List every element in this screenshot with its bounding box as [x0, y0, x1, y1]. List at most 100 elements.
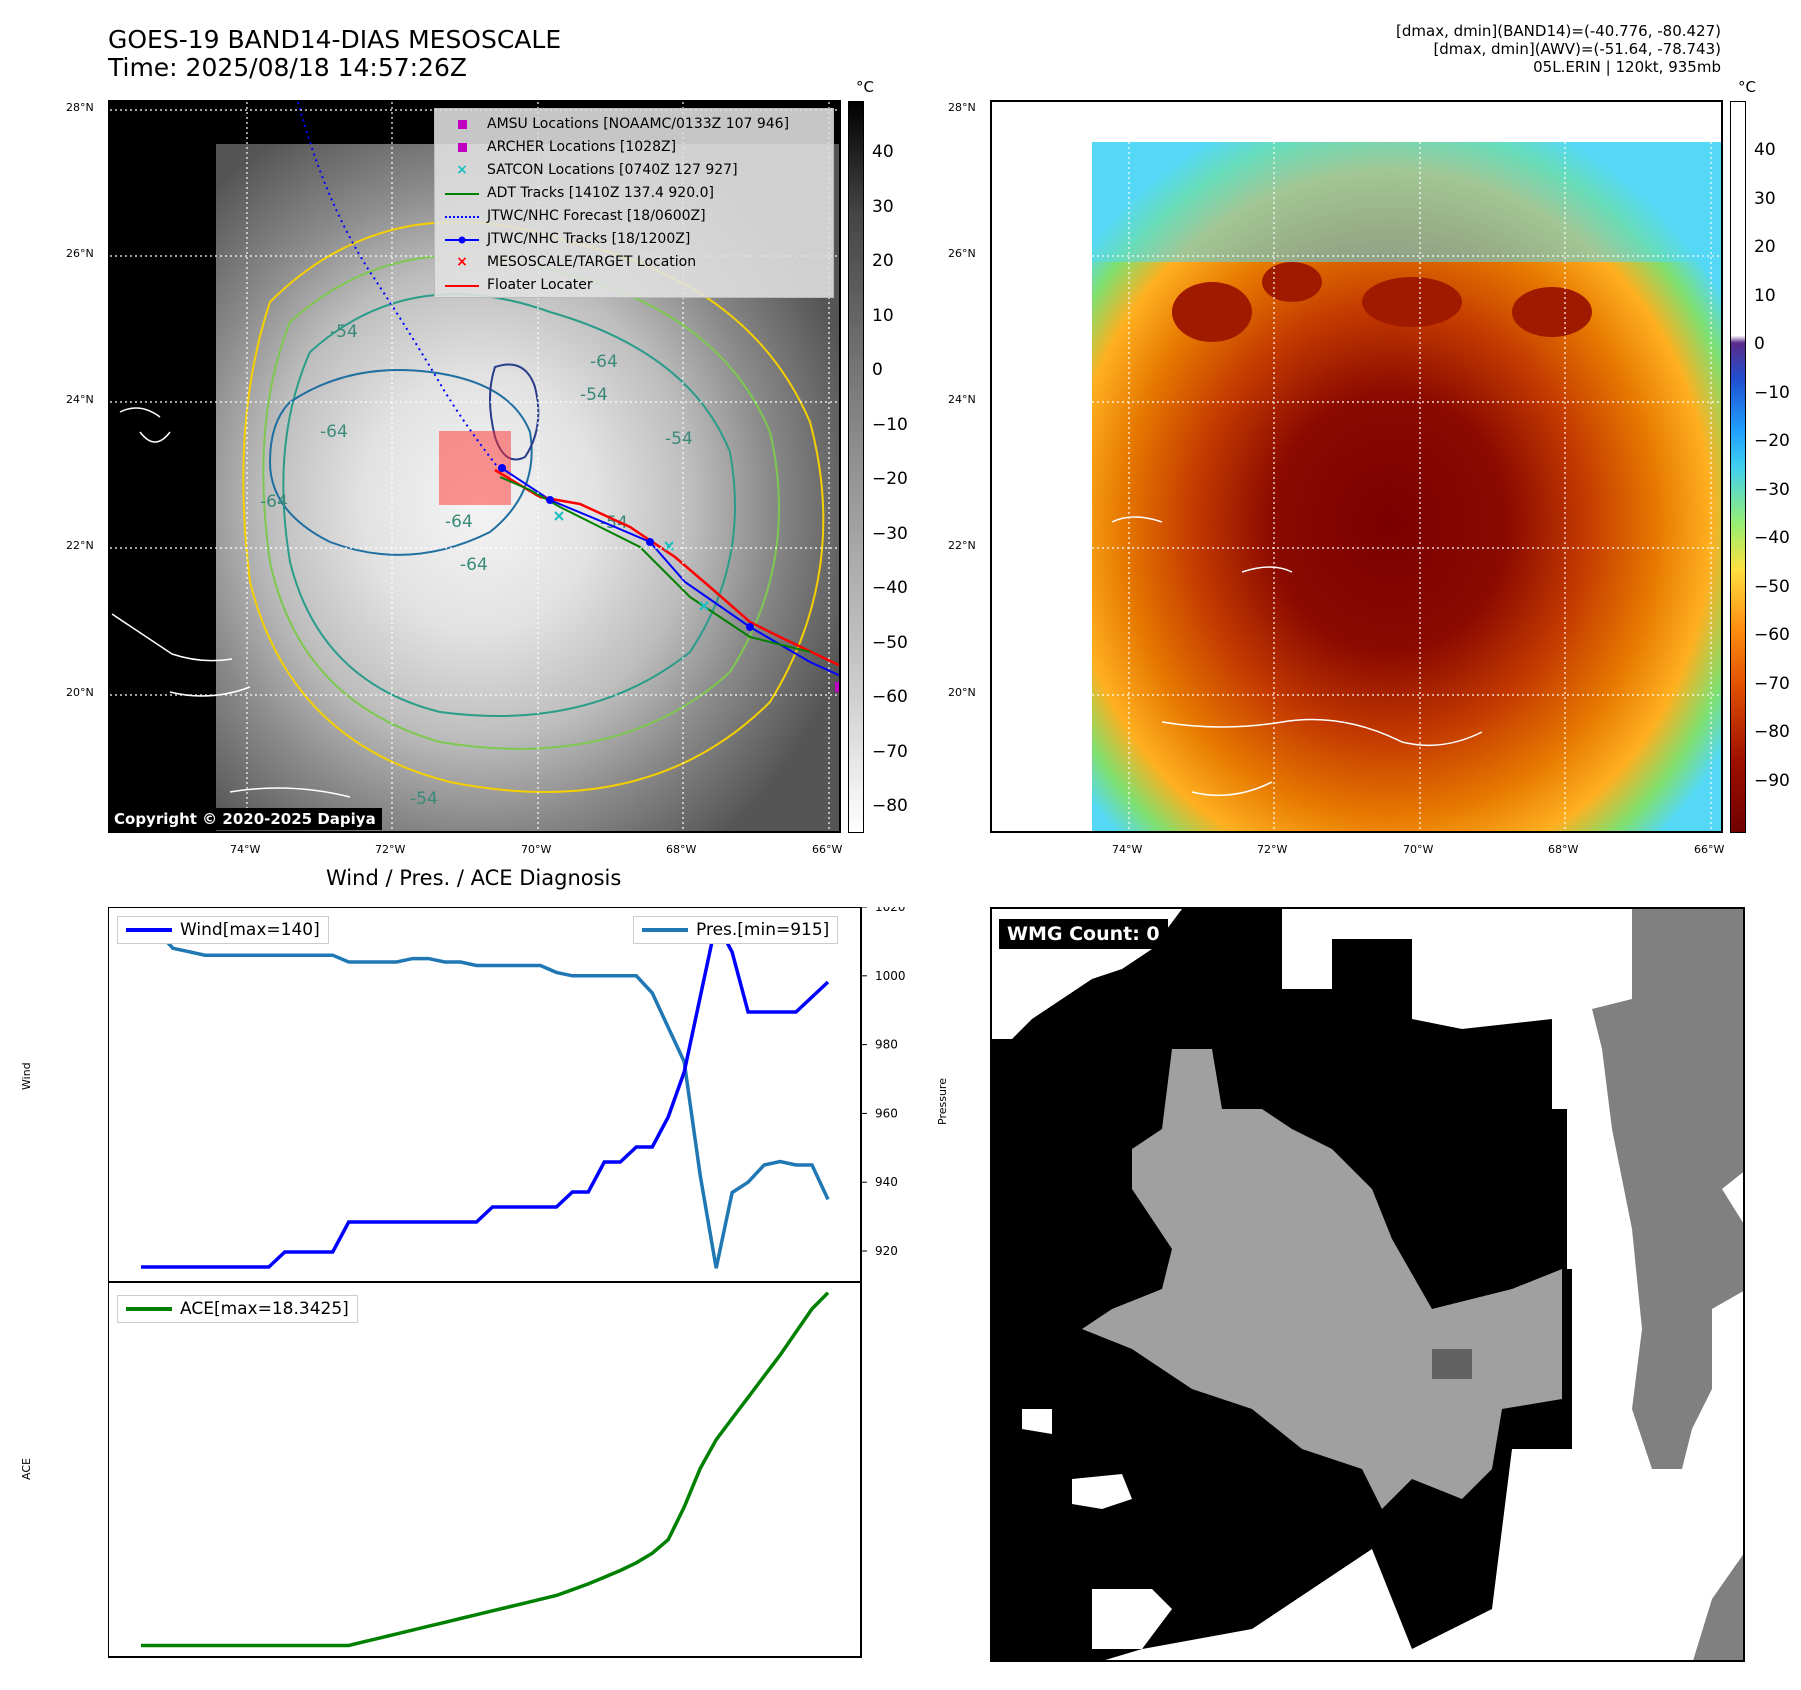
dotted-line-icon [443, 215, 481, 218]
legend-label: JTWC/NHC Forecast [18/0600Z] [487, 208, 706, 224]
contour-label: -54 [410, 789, 438, 809]
legend-satcon: × SATCON Locations [0740Z 127 927] [443, 159, 825, 182]
pressure-line [141, 929, 830, 1269]
nhc-track [499, 466, 839, 677]
nhc-point [746, 623, 754, 631]
storm-info: 05L.ERIN | 120kt, 935mb [1533, 58, 1721, 76]
ir-colorbar [848, 101, 864, 833]
colorbar-tick-label: 30 [1754, 188, 1776, 209]
wmg-dark-cell [1432, 1349, 1472, 1379]
satcon-marker [554, 511, 564, 521]
line-dot-icon [443, 236, 481, 244]
lon-label: 70°W [1403, 843, 1434, 856]
lat-label: 22°N [948, 539, 976, 552]
contour-navy [489, 363, 540, 461]
legend-label: ACE[max=18.3425] [180, 1299, 349, 1319]
wind-legend: Wind[max=140] [117, 916, 329, 944]
lat-label: 28°N [948, 101, 976, 114]
colorbar-tick-label: 0 [872, 360, 883, 380]
contour-teal [282, 293, 736, 717]
wmg-count-label: WMG Count: 0 [999, 919, 1168, 949]
cloud-blob [1172, 282, 1252, 342]
pres-legend: Pres.[min=915] [633, 916, 839, 944]
colorbar-tick-label: −50 [872, 632, 908, 653]
legend-label: Floater Locater [487, 277, 593, 293]
ace-line [141, 1291, 830, 1648]
wind-axis-label: Wind [20, 1062, 33, 1090]
ace-legend: ACE[max=18.3425] [117, 1295, 358, 1323]
colorbar-tick-label: −60 [872, 687, 908, 707]
figure-title: GOES-19 BAND14-DIAS MESOSCALE Time: 2025… [108, 26, 561, 82]
lat-label: 20°N [948, 686, 976, 699]
lat-label: 26°N [66, 247, 94, 260]
satcon-marker [699, 601, 709, 611]
cloud-blob [1362, 277, 1462, 327]
lat-label: 26°N [948, 247, 976, 260]
contour-label: -54 [330, 322, 358, 342]
legend-adt: ADT Tracks [1410Z 137.4 920.0] [443, 182, 825, 205]
colorbar-tick-label: −20 [1754, 431, 1790, 451]
pres-tick-label: 1000 [875, 969, 906, 983]
wind-line [141, 916, 830, 1269]
wmg-white-holes [1022, 1409, 1172, 1649]
wmg-gray-region [1082, 1049, 1562, 1509]
coastline [111, 407, 351, 798]
pres-tick-label: 1020 [875, 907, 906, 914]
awv-colorbar [1730, 101, 1746, 833]
pressure-axis-label: Pressure [936, 1078, 949, 1125]
legend-forecast: JTWC/NHC Forecast [18/0600Z] [443, 205, 825, 228]
coastline [1111, 516, 1483, 797]
nhc-point [646, 538, 654, 546]
colorbar-unit: °C [856, 78, 874, 96]
contour-blue [268, 369, 533, 556]
colorbar-tick-label: −90 [1754, 770, 1790, 791]
colorbar-tick-label: 20 [1754, 237, 1776, 257]
lon-label: 66°W [1694, 843, 1725, 856]
cloud-blob [1512, 287, 1592, 337]
lat-label: 24°N [66, 393, 94, 406]
legend-archer: ARCHER Locations [1028Z] [443, 136, 825, 159]
nhc-point [546, 496, 554, 504]
legend-floater: Floater Locater [443, 274, 825, 297]
ace-axes [107, 1281, 862, 1658]
line-icon [443, 192, 481, 195]
contour-label: -64 [445, 512, 473, 532]
wmg-panel[interactable] [990, 907, 1745, 1662]
colorbar-tick-label: −30 [1754, 479, 1790, 500]
x-marker-icon: × [456, 162, 468, 178]
colorbar-tick-label: −70 [1754, 673, 1790, 694]
stats-block: [dmax, dmin](BAND14)=(-40.776, -80.427) … [1396, 22, 1721, 76]
awv-moist-band [1092, 142, 1721, 262]
colorbar-tick-label: −60 [1754, 625, 1790, 645]
colorbar-tick-label: −20 [872, 469, 908, 489]
lon-label: 70°W [521, 843, 552, 856]
colorbar-tick-label: 10 [1754, 285, 1776, 306]
colorbar-unit: °C [1738, 78, 1756, 96]
lat-label: 20°N [66, 686, 94, 699]
colorbar-tick-label: 0 [1754, 334, 1765, 354]
lon-label: 74°W [230, 843, 261, 856]
contour-label: -64 [320, 422, 348, 442]
wind-pres-axes [107, 906, 862, 1283]
diagnosis-title: Wind / Pres. / ACE Diagnosis [326, 866, 622, 890]
wmg-svg [992, 909, 1743, 1660]
contour-label: -54 [665, 429, 693, 449]
contour-label: -64 [260, 492, 288, 512]
awv-map-panel[interactable] [990, 100, 1723, 833]
colorbar-tick-label: 40 [872, 142, 894, 162]
diagnosis-svg: 20406080100120140920940960980100010200.0… [69, 900, 906, 1658]
colorbar-tick-label: −40 [1754, 528, 1790, 548]
colorbar-tick-label: −80 [872, 796, 908, 816]
colorbar-tick-label: −40 [872, 578, 908, 598]
colorbar-tick-label: 30 [872, 196, 894, 217]
colorbar-tick-label: −80 [1754, 722, 1790, 742]
diagnosis-chart[interactable]: 20406080100120140920940960980100010200.0… [69, 900, 988, 1671]
legend-label: ADT Tracks [1410Z 137.4 920.0] [487, 185, 714, 201]
legend-line-icon [642, 928, 688, 932]
lon-label: 68°W [666, 843, 697, 856]
lat-label: 24°N [948, 393, 976, 406]
stats-awv: [dmax, dmin](AWV)=(-51.64, -78.743) [1433, 40, 1721, 58]
legend-label: SATCON Locations [0740Z 127 927] [487, 162, 738, 178]
lat-label: 22°N [66, 539, 94, 552]
lon-label: 66°W [812, 843, 843, 856]
